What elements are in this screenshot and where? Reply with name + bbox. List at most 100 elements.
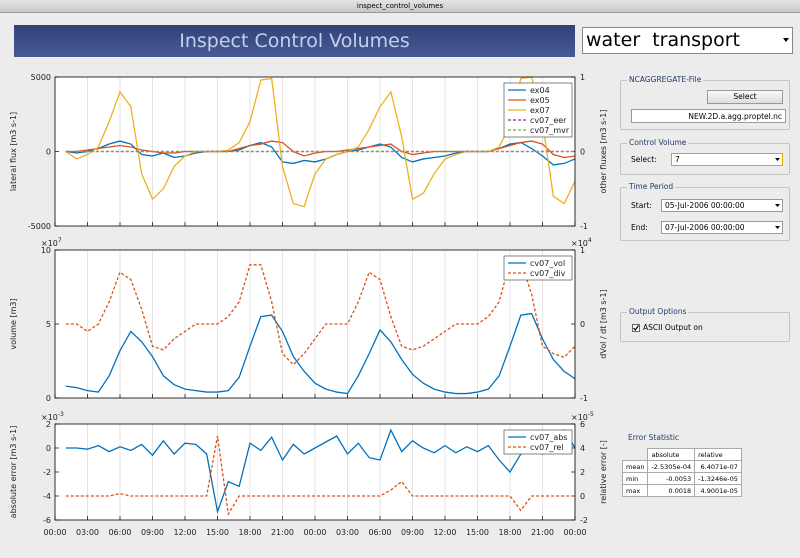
- y-tick-label: -2: [580, 516, 588, 525]
- window-title: inspect_control_volumes: [356, 2, 444, 10]
- col-head: absolute: [647, 448, 696, 461]
- x-tick-label: 06:00: [368, 528, 391, 537]
- y-tick-label: 0: [580, 320, 585, 329]
- multiplier-exp: 7: [58, 237, 62, 244]
- x-tick-label: 00:00: [43, 528, 66, 537]
- series-line: [65, 312, 575, 395]
- end-label: End:: [631, 223, 648, 232]
- y-tick-label: 0: [46, 148, 51, 157]
- checkbox[interactable]: [632, 324, 640, 332]
- x-tick-label: 21:00: [531, 528, 554, 537]
- cell: 4.9001e-05: [694, 484, 742, 497]
- legend-label: ex05: [530, 96, 550, 105]
- y-tick-label: 5000: [31, 73, 51, 82]
- output-group: Output Options ASCII Output on: [620, 307, 790, 342]
- y-tick-label: 5: [46, 320, 51, 329]
- end-dropdown[interactable]: 07-Jul-2006 00:00:00: [661, 221, 783, 234]
- cv-dropdown[interactable]: 7: [671, 153, 783, 166]
- legend: [503, 255, 573, 281]
- x-tick-label: 03:00: [336, 528, 359, 537]
- stat-title: Error Statistic: [628, 433, 680, 442]
- y-tick-label: -1: [580, 394, 588, 403]
- plot-frame: [54, 76, 576, 227]
- file-path[interactable]: NEW.2D.a.agg.proptel.nc: [631, 109, 786, 123]
- x-tick-label: 18:00: [498, 528, 521, 537]
- y-tick-label: 2: [46, 420, 51, 429]
- y-axis-label: volume [m3]: [9, 298, 18, 349]
- legend-label: cv07_vol: [530, 259, 565, 268]
- y2-axis-label: relative error [-]: [599, 440, 608, 504]
- start-label: Start:: [631, 201, 652, 210]
- legend-label: cv07_abs: [530, 433, 567, 442]
- cell: 6.4071e-07: [694, 460, 742, 473]
- y2-axis-label: other fluxes [m3 s-1]: [599, 110, 608, 194]
- select-button[interactable]: Select: [707, 90, 783, 104]
- y-tick-label: -1: [580, 222, 588, 231]
- row-head: min: [621, 472, 649, 485]
- legend-label: cv07_div: [530, 269, 566, 278]
- plot-frame: [54, 249, 576, 399]
- y-tick-label: -2: [43, 468, 51, 477]
- dropdown-arrow: [775, 204, 780, 207]
- dropdown-arrow: [775, 226, 780, 229]
- axis-multiplier: ×10-5: [571, 411, 594, 422]
- multiplier-base: ×10: [571, 413, 588, 422]
- axis-multiplier: ×107: [41, 237, 62, 248]
- start-value: 05-Jul-2006 00:00:00: [665, 201, 745, 210]
- row-head: mean: [621, 460, 649, 473]
- path-text: NEW.2D.a.agg.proptel.nc: [688, 112, 782, 121]
- group-title: NCAGGREGATE-File: [627, 75, 704, 84]
- mode-dropdown[interactable]: water transport: [582, 27, 793, 54]
- y-axis-label: absolute error [m3 s-1]: [9, 426, 18, 519]
- x-tick-label: 21:00: [271, 528, 294, 537]
- cell: -1.3246e-05: [694, 472, 742, 485]
- x-tick-label: 00:00: [303, 528, 326, 537]
- plot-frame: [54, 423, 576, 521]
- y-tick-label: 0: [46, 444, 51, 453]
- group-title: Time Period: [627, 182, 676, 191]
- legend-label: ex07: [530, 106, 550, 115]
- checkbox-label: ASCII Output on: [643, 323, 703, 332]
- button-label: Select: [733, 92, 757, 101]
- x-tick-label: 12:00: [173, 528, 196, 537]
- y-tick-label: 0: [580, 492, 585, 501]
- series-line: [65, 260, 575, 366]
- x-tick-label: 00:00: [563, 528, 586, 537]
- x-tick-label: 09:00: [401, 528, 424, 537]
- y-axis-label: lateral flux [m3 s-1]: [9, 112, 18, 191]
- multiplier-base: ×10: [571, 239, 588, 248]
- legend-label: cv07_eer: [530, 116, 567, 125]
- multiplier-exp: 4: [588, 237, 592, 244]
- control-volume-group: Control Volume Select: 7: [620, 138, 790, 175]
- multiplier-base: ×10: [41, 239, 58, 248]
- y-tick-label: -5000: [28, 222, 51, 231]
- dropdown-arrow: [783, 38, 789, 42]
- group-title: Output Options: [627, 307, 689, 316]
- start-dropdown[interactable]: 05-Jul-2006 00:00:00: [661, 199, 783, 212]
- series-line: [65, 435, 575, 516]
- y-tick-label: 1: [580, 246, 585, 255]
- legend-label: cv07_mvr: [530, 126, 570, 135]
- axis-multiplier: ×10-3: [41, 411, 64, 422]
- legend-label: ex04: [530, 86, 550, 95]
- col-head: relative: [694, 448, 742, 461]
- y2-axis-label: dVol / dt [m3 s-1]: [599, 289, 608, 358]
- y-tick-label: 4: [580, 444, 585, 453]
- y-tick-label: -6: [43, 516, 51, 525]
- x-tick-label: 15:00: [206, 528, 229, 537]
- cell: -0.0053: [647, 472, 696, 485]
- header-title: Inspect Control Volumes: [179, 30, 410, 52]
- y-tick-label: 10: [41, 246, 51, 255]
- x-tick-label: 12:00: [433, 528, 456, 537]
- axis-multiplier: ×104: [571, 237, 592, 248]
- select-label: Select:: [631, 155, 657, 164]
- y-tick-label: 0: [46, 394, 51, 403]
- series-line: [65, 428, 575, 515]
- legend: [503, 429, 573, 455]
- series-line: [65, 76, 575, 208]
- multiplier-base: ×10: [41, 413, 58, 422]
- time-period-group: Time Period Start: 05-Jul-2006 00:00:00 …: [620, 182, 790, 241]
- cv-value: 7: [675, 155, 680, 164]
